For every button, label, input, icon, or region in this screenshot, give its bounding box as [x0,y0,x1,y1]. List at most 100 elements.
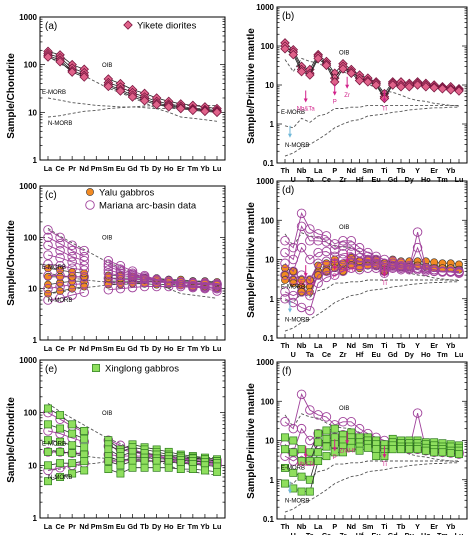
x-tick-label: Yb [200,164,210,173]
data-point [55,238,65,249]
data-point [388,445,397,454]
data-point [321,237,332,247]
anomaly-label: Zr&Hf [339,448,355,454]
x-tick-label: Tb [140,344,149,353]
x-tick-label: Gd [388,531,398,535]
axis-frame [276,361,468,520]
x-tick-label: Er [177,164,185,173]
data-point [68,441,77,450]
x-tick-label: Ta [306,350,315,359]
series-line [47,439,85,448]
series-line [108,86,218,113]
series-line [47,254,85,267]
x-tick-label: Nb [297,341,307,350]
x-tick-label: Ti [381,522,387,531]
series-line [47,460,85,466]
data-point [305,224,315,234]
series-line [47,470,85,482]
anomaly-arrowhead [332,266,337,271]
data-point [200,466,209,475]
x-tick-label: Tm [437,350,448,359]
data-point [80,426,89,435]
plot-area [43,225,222,305]
y-axis-label: Sample/Chondrite [6,53,17,139]
x-tick-label: Gd [128,522,138,531]
y-tick-label: 0.1 [263,515,275,524]
data-point [80,434,89,443]
annotation-nmorb: N-MORB [285,143,309,149]
data-point [297,445,306,454]
x-tick-label: U [291,531,296,535]
x-tick-label: Nb [297,166,307,175]
x-tick-label: Ce [322,350,331,359]
x-tick-label: Ce [55,522,64,531]
x-axis: La Ce Pr Nd Pm Sm Eu Gd Tb Dy Ho Er Tm Yb Lu [44,514,221,531]
data-point [296,208,307,219]
data-point [321,60,332,71]
data-point [346,236,357,246]
chart-panel-3: 1 10 100 1000 La Ce Pr Nd Pm Sm Eu Gd Tb Dy Ho Er Tm Yb Lu… [6,182,226,353]
data-point [363,443,372,452]
x-tick-label: Sm [362,166,373,175]
y-axis-label: Sample/Primitive mantle [246,383,257,499]
x-tick-label: Hf [356,531,364,535]
data-point [288,297,299,308]
x-tick-label: Pr [68,522,76,531]
y-tick-label: 0.1 [263,334,275,343]
series-line [47,430,85,443]
data-point [412,227,423,237]
data-point [43,232,53,243]
data-point [176,465,185,474]
legend-entry: Mariana arc-basin data [99,201,197,212]
x-tick-label: Eu [372,175,381,184]
data-point [330,424,339,433]
data-point [296,389,307,400]
data-point [346,241,357,251]
legend-entry: Yikete diorites [137,21,197,32]
data-point [314,429,323,438]
data-point [176,281,186,292]
panel-label: (b) [282,11,294,22]
anomaly-arrowhead [332,447,337,452]
x-tick-label: Ho [164,344,174,353]
data-point [55,245,65,256]
data-point [68,429,77,438]
series-line [108,82,218,111]
data-point [314,457,323,465]
data-point [104,445,113,454]
hf-arrowhead [287,489,292,494]
y-tick-label: 100 [261,42,275,51]
data-point [188,105,198,116]
data-point [412,408,423,418]
anomaly-arrowhead [382,273,387,278]
data-point [280,270,290,280]
series-9 [44,457,221,471]
data-point [313,278,323,288]
anomaly-arrowhead [382,98,387,103]
data-point [67,290,77,300]
data-point [188,465,197,474]
data-point [116,461,125,470]
x-tick-label: Tm [437,531,448,535]
data-point [346,68,357,79]
annotations: OIB E-MORB N-MORB [42,411,112,481]
x-tick-label: Dy [152,522,161,531]
y-tick-label: 10 [265,81,274,90]
data-point [354,75,365,86]
data-point [280,417,290,427]
x-tick-label: Eu [372,350,381,359]
x-tick-label: Th [281,522,290,531]
series-line [284,447,460,493]
x-tick-label: Pr [68,344,76,353]
x-tick-label: Y [415,166,420,175]
data-point [412,80,423,90]
data-point [43,283,53,294]
data-point [363,77,373,87]
data-point [55,293,65,304]
data-point [128,463,137,472]
data-point [396,82,406,92]
data-point [346,417,357,427]
data-point [338,64,348,74]
data-point [127,277,138,287]
data-point [280,43,290,54]
